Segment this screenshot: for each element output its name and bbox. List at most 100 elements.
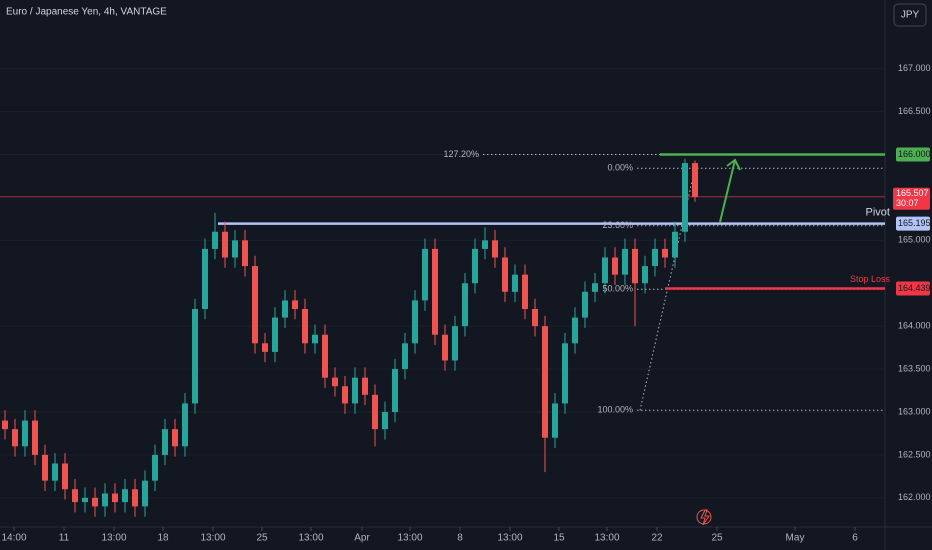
candle-body: [282, 300, 288, 318]
candle-body: [232, 240, 238, 258]
price-tag-label: 165.507: [896, 188, 929, 198]
fib-label: 23.60%: [602, 220, 633, 230]
event-icon-ring[interactable]: [696, 509, 712, 525]
candle-body: [492, 240, 498, 258]
candle-body: [692, 163, 698, 197]
x-tick-label: 13:00: [101, 533, 126, 544]
candle-body: [372, 394, 378, 430]
candle-body: [272, 317, 278, 352]
y-tick-label: 165.000: [898, 235, 931, 245]
candle-body: [32, 420, 38, 455]
candle-body: [92, 497, 98, 507]
candle-body: [542, 326, 548, 438]
x-tick-label: 11: [59, 533, 70, 544]
candle-body: [562, 343, 568, 404]
level-tag: [896, 281, 930, 296]
x-tick-label: 13:00: [594, 533, 619, 544]
candle-body: [312, 334, 318, 344]
candle-body: [682, 163, 688, 232]
currency-button-label[interactable]: JPY: [901, 10, 920, 21]
y-tick-label: 166.500: [898, 106, 931, 116]
candle-body: [452, 326, 458, 361]
fib-label: 50.00%: [602, 284, 633, 294]
x-tick-label: 13:00: [200, 533, 225, 544]
x-tick-label: 13:00: [497, 533, 522, 544]
candle-body: [572, 317, 578, 344]
candle-body: [202, 248, 208, 309]
candle-body: [262, 343, 268, 352]
candle-body: [402, 343, 408, 370]
candle-body: [22, 420, 28, 447]
candle-body: [362, 377, 368, 395]
candle-body: [602, 257, 608, 284]
level-name: Stop Loss: [850, 274, 891, 284]
y-tick-label: 163.500: [898, 363, 931, 373]
target-arrow: [719, 158, 741, 223]
candle-body: [352, 377, 358, 404]
candle-body: [72, 489, 78, 503]
x-tick-label: 13:00: [397, 533, 422, 544]
y-tick-label: 163.000: [898, 406, 931, 416]
candle-body: [532, 308, 538, 327]
candle-body: [252, 266, 258, 344]
candle-body: [442, 334, 448, 361]
candle-body: [132, 489, 138, 507]
level-tag-label: 166.000: [898, 149, 931, 159]
candle-body: [412, 300, 418, 344]
candle-body: [152, 454, 158, 481]
candle-body: [102, 493, 108, 507]
fib-label: 127.20%: [443, 149, 479, 159]
x-tick-label: 15: [553, 533, 565, 544]
candle-body: [582, 291, 588, 318]
candle-body: [522, 274, 528, 309]
candle-body: [482, 240, 488, 249]
candle-body: [382, 411, 388, 430]
candle-body: [172, 429, 178, 447]
x-tick-label: 14:00: [1, 533, 26, 544]
candle-body: [432, 248, 438, 335]
candle-body: [82, 497, 88, 503]
candle-body: [332, 377, 338, 387]
candle-body: [342, 386, 348, 404]
candle-body: [52, 463, 58, 481]
candle-body: [322, 334, 328, 378]
candle-body: [462, 283, 468, 327]
candle-body: [62, 463, 68, 490]
price-tag: [893, 187, 930, 210]
candle-body: [2, 420, 8, 430]
x-tick-label: 25: [711, 533, 723, 544]
x-tick-label: 25: [256, 533, 268, 544]
currency-button[interactable]: [893, 3, 927, 27]
level-tag: [896, 147, 930, 162]
candle-body: [292, 300, 298, 309]
candle-body: [662, 248, 668, 258]
candle-body: [112, 493, 118, 503]
labels: 162.000 162.500 163.000 163.500 164.000 165.0…: [1, 63, 930, 544]
candle-body: [502, 257, 508, 292]
x-tick-label: 8: [457, 533, 463, 544]
x-tick-label: 6: [852, 533, 858, 544]
x-tick-label: 13:00: [298, 533, 323, 544]
countdown-label: 30:07: [896, 198, 919, 208]
candle-body: [642, 266, 648, 284]
candle-body: [12, 429, 18, 447]
candle-body: [142, 480, 148, 507]
level-tag: [896, 216, 930, 231]
candle-body: [422, 248, 428, 301]
candle-body: [162, 429, 168, 455]
y-tick-label: 162.500: [898, 449, 931, 459]
candle-body: [512, 274, 518, 292]
y-tick-label: 164.000: [898, 321, 931, 331]
chart-title: Euro / Japanese Yen, 4h, VANTAGE: [6, 7, 167, 18]
candle-body: [632, 248, 638, 284]
x-tick-label: Apr: [354, 533, 370, 544]
fib-label: 0.00%: [607, 163, 633, 173]
fib-label: 100.00%: [597, 405, 633, 415]
candle-body: [242, 240, 248, 267]
candle-body: [182, 403, 188, 447]
candle-body: [652, 248, 658, 267]
candle-body: [212, 231, 218, 249]
